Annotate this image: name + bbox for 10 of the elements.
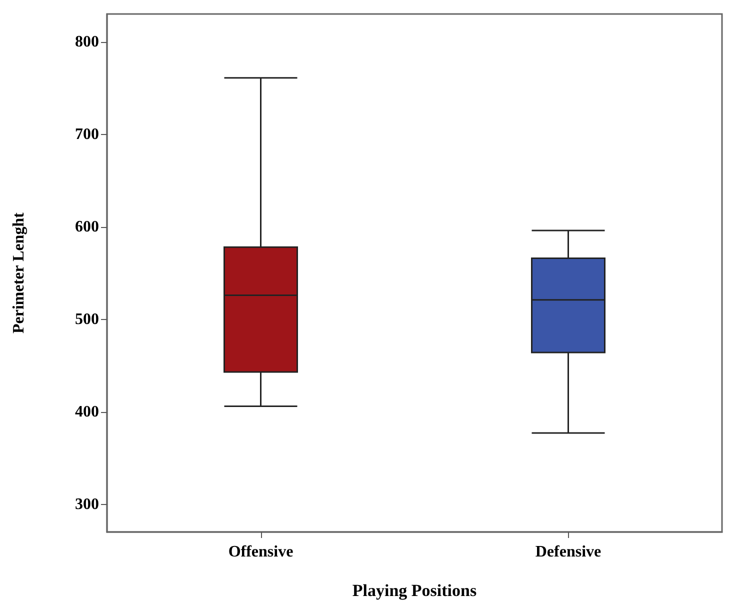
x-axis-title: Playing Positions — [352, 581, 477, 600]
y-tick-label: 500 — [75, 310, 99, 328]
y-axis-title: Perimeter Lenght — [10, 212, 28, 334]
y-tick-label: 400 — [75, 403, 99, 420]
y-tick-label: 700 — [75, 126, 99, 143]
y-tick-label: 300 — [75, 496, 99, 513]
y-tick-label: 800 — [75, 33, 99, 50]
x-tick-label: Defensive — [535, 544, 602, 560]
x-tick-label: Offensive — [228, 544, 294, 560]
y-tick-label: 600 — [75, 218, 99, 236]
